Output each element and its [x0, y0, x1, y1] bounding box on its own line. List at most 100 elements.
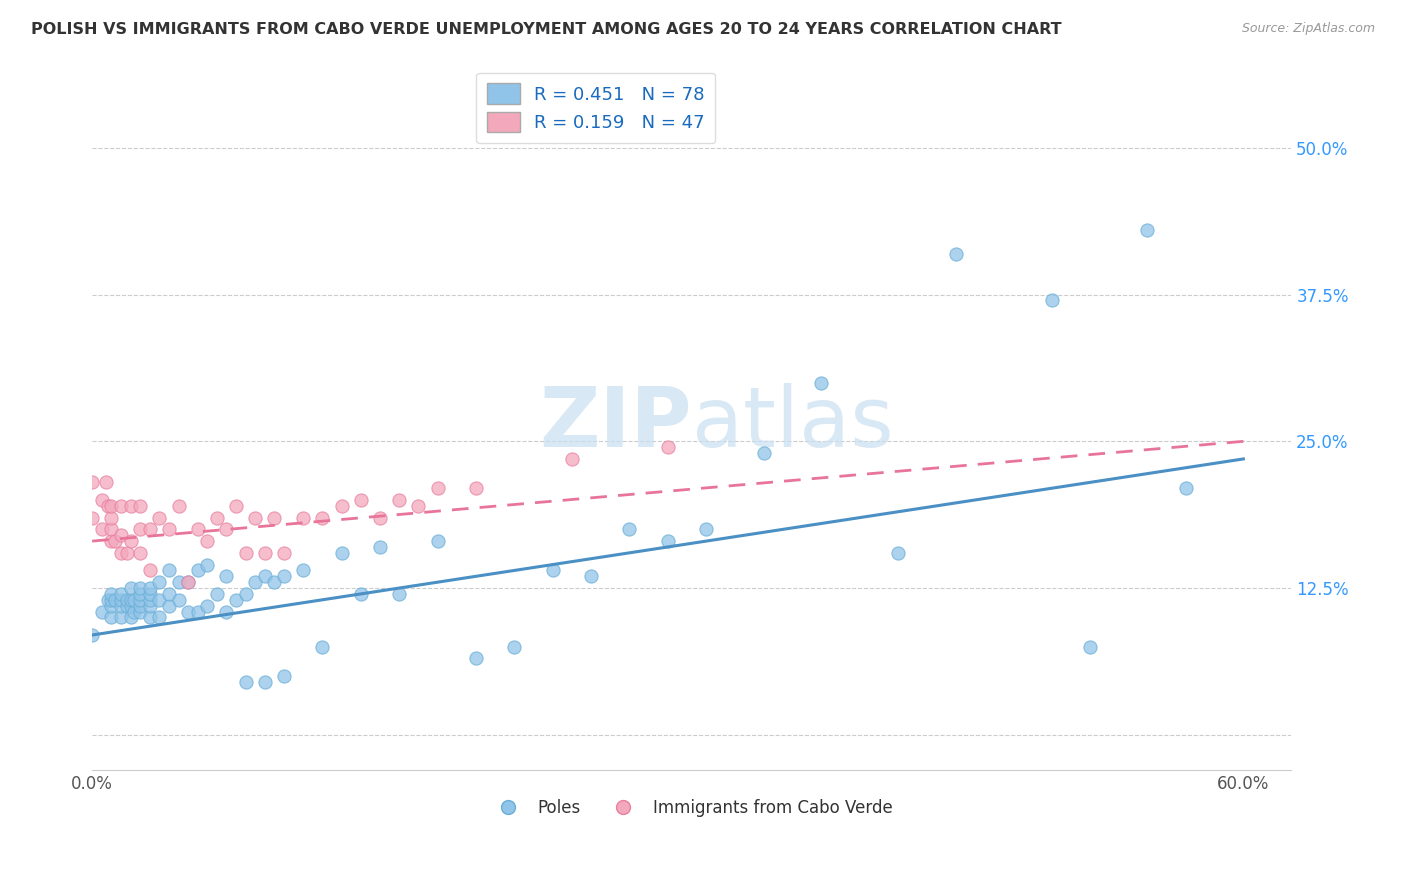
- Point: [235, 546, 257, 560]
- Point: [225, 592, 247, 607]
- Point: [129, 546, 152, 560]
- Point: [104, 592, 127, 607]
- Point: [148, 610, 170, 624]
- Point: [129, 581, 152, 595]
- Point: [1174, 481, 1197, 495]
- Point: [887, 546, 910, 560]
- Point: [120, 610, 142, 624]
- Point: [167, 575, 190, 590]
- Point: [138, 610, 160, 624]
- Point: [752, 446, 775, 460]
- Point: [94, 475, 117, 490]
- Point: [100, 592, 122, 607]
- Point: [253, 569, 276, 583]
- Point: [195, 599, 218, 613]
- Point: [187, 564, 209, 578]
- Point: [311, 510, 333, 524]
- Point: [129, 587, 152, 601]
- Point: [187, 522, 209, 536]
- Point: [100, 510, 122, 524]
- Text: Source: ZipAtlas.com: Source: ZipAtlas.com: [1241, 22, 1375, 36]
- Point: [464, 651, 486, 665]
- Text: ZIP: ZIP: [540, 384, 692, 464]
- Point: [388, 587, 411, 601]
- Point: [129, 499, 152, 513]
- Point: [148, 592, 170, 607]
- Point: [100, 534, 122, 549]
- Point: [1040, 293, 1063, 308]
- Point: [263, 575, 285, 590]
- Point: [138, 581, 160, 595]
- Point: [115, 546, 138, 560]
- Point: [195, 534, 218, 549]
- Point: [235, 675, 257, 690]
- Point: [330, 546, 353, 560]
- Point: [120, 499, 142, 513]
- Point: [253, 675, 276, 690]
- Point: [273, 669, 295, 683]
- Point: [96, 592, 118, 607]
- Point: [579, 569, 602, 583]
- Point: [110, 587, 132, 601]
- Point: [330, 499, 353, 513]
- Legend: Poles, Immigrants from Cabo Verde: Poles, Immigrants from Cabo Verde: [485, 793, 898, 824]
- Text: POLISH VS IMMIGRANTS FROM CABO VERDE UNEMPLOYMENT AMONG AGES 20 TO 24 YEARS CORR: POLISH VS IMMIGRANTS FROM CABO VERDE UNE…: [31, 22, 1062, 37]
- Point: [215, 522, 238, 536]
- Point: [82, 510, 104, 524]
- Point: [187, 605, 209, 619]
- Point: [157, 587, 180, 601]
- Point: [148, 575, 170, 590]
- Point: [945, 246, 967, 260]
- Point: [350, 587, 373, 601]
- Point: [177, 605, 200, 619]
- Point: [368, 510, 391, 524]
- Point: [82, 475, 104, 490]
- Point: [138, 564, 160, 578]
- Point: [129, 599, 152, 613]
- Point: [253, 546, 276, 560]
- Point: [263, 510, 285, 524]
- Point: [1078, 640, 1101, 654]
- Point: [195, 558, 218, 572]
- Point: [292, 564, 315, 578]
- Point: [215, 569, 238, 583]
- Point: [388, 493, 411, 508]
- Point: [129, 592, 152, 607]
- Point: [273, 546, 295, 560]
- Point: [245, 575, 267, 590]
- Point: [138, 592, 160, 607]
- Point: [426, 534, 449, 549]
- Point: [129, 522, 152, 536]
- Point: [115, 592, 138, 607]
- Point: [350, 493, 373, 508]
- Point: [167, 499, 190, 513]
- Point: [90, 605, 112, 619]
- Point: [619, 522, 641, 536]
- Point: [100, 599, 122, 613]
- Point: [205, 587, 228, 601]
- Point: [225, 499, 247, 513]
- Point: [177, 575, 200, 590]
- Point: [110, 528, 132, 542]
- Point: [90, 493, 112, 508]
- Point: [561, 451, 583, 466]
- Point: [110, 499, 132, 513]
- Point: [657, 534, 679, 549]
- Point: [115, 599, 138, 613]
- Point: [82, 628, 104, 642]
- Point: [205, 510, 228, 524]
- Point: [810, 376, 832, 390]
- Point: [464, 481, 486, 495]
- Point: [120, 592, 142, 607]
- Point: [695, 522, 717, 536]
- Point: [138, 522, 160, 536]
- Point: [138, 587, 160, 601]
- Point: [657, 440, 679, 454]
- Point: [167, 592, 190, 607]
- Point: [90, 522, 112, 536]
- Point: [124, 605, 146, 619]
- Point: [215, 605, 238, 619]
- Point: [124, 592, 146, 607]
- Point: [245, 510, 267, 524]
- Point: [273, 569, 295, 583]
